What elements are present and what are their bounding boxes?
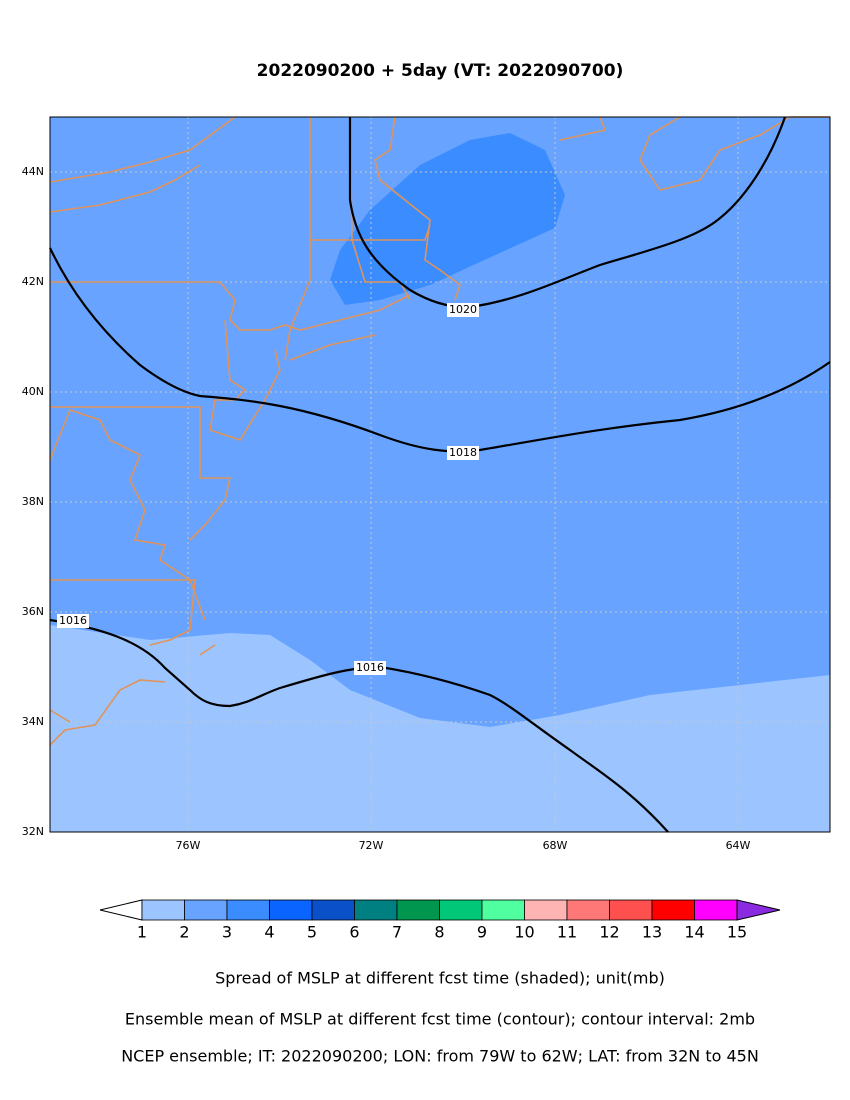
contour bbox=[49, 618, 669, 833]
map-frame bbox=[49, 116, 831, 833]
lat-label: 42N bbox=[22, 275, 44, 288]
colorbar-box bbox=[311, 899, 355, 921]
lat-label: 38N bbox=[22, 495, 44, 508]
colorbar-box bbox=[396, 899, 440, 921]
colorbar-label: 6 bbox=[349, 923, 359, 942]
title: 2022090200 + 5day (VT: 2022090700) bbox=[257, 61, 624, 81]
contours bbox=[49, 116, 831, 833]
contour-label-bg bbox=[57, 614, 89, 628]
lat-label: 32N bbox=[22, 825, 44, 838]
colorbar-label: 11 bbox=[557, 923, 577, 942]
colorbar-box bbox=[184, 899, 228, 921]
caption: NCEP ensemble; IT: 2022090200; LON: from… bbox=[121, 1047, 759, 1066]
colorbar-box bbox=[524, 899, 568, 921]
contour-label-bg bbox=[354, 661, 386, 675]
shade-1 bbox=[50, 625, 830, 832]
lat-label: 44N bbox=[22, 165, 44, 178]
contour-label-bg bbox=[447, 446, 479, 460]
colorbar-label: 5 bbox=[307, 923, 317, 942]
grid bbox=[50, 117, 830, 832]
shade-3 bbox=[330, 133, 565, 305]
colorbar-box bbox=[141, 899, 185, 921]
colorbar-label: 2 bbox=[179, 923, 189, 942]
colorbar-arrow-high bbox=[736, 899, 781, 921]
colorbar-box bbox=[354, 899, 398, 921]
caption: Spread of MSLP at different fcst time (s… bbox=[215, 969, 665, 988]
colorbar-label: 14 bbox=[684, 923, 704, 942]
contour bbox=[49, 247, 831, 453]
captions: Spread of MSLP at different fcst time (s… bbox=[121, 969, 759, 1066]
colorbar-label: 9 bbox=[477, 923, 487, 942]
colorbar-label: 8 bbox=[434, 923, 444, 942]
colorbar-box bbox=[226, 899, 270, 921]
colorbar-box bbox=[566, 899, 610, 921]
contour-label: 1018 bbox=[449, 446, 477, 459]
lon-label: 76W bbox=[176, 839, 201, 852]
colorbar-label: 12 bbox=[599, 923, 619, 942]
contour-label: 1020 bbox=[449, 303, 477, 316]
colorbar-label: 4 bbox=[264, 923, 274, 942]
colorbar-label: 3 bbox=[222, 923, 232, 942]
colorbar-box bbox=[481, 899, 525, 921]
contour bbox=[348, 116, 787, 309]
colorbar-label: 15 bbox=[727, 923, 747, 942]
lon-label: 72W bbox=[359, 839, 384, 852]
lon-label: 64W bbox=[726, 839, 751, 852]
caption: Ensemble mean of MSLP at different fcst … bbox=[125, 1010, 755, 1029]
colorbar-box bbox=[609, 899, 653, 921]
colorbar-label: 13 bbox=[642, 923, 662, 942]
colorbar-label: 1 bbox=[137, 923, 147, 942]
colorbar-label: 10 bbox=[514, 923, 534, 942]
colorbar-box bbox=[269, 899, 313, 921]
map: 1020 1018 1016 1016 44N 42N 40N 38N 36N 34N 32N 76… bbox=[22, 116, 831, 852]
lat-label: 34N bbox=[22, 715, 44, 728]
contour-label-bg bbox=[447, 303, 479, 317]
coastlines bbox=[49, 116, 830, 746]
colorbar: 1 2 3 4 5 6 7 8 9 10 11 12 13 14 15 bbox=[99, 899, 781, 942]
colorbar-box bbox=[694, 899, 738, 921]
colorbar-arrow-low bbox=[99, 899, 143, 921]
colorbar-box bbox=[439, 899, 483, 921]
lat-label: 36N bbox=[22, 605, 44, 618]
contour-label: 1016 bbox=[59, 614, 87, 627]
colorbar-box bbox=[651, 899, 695, 921]
colorbar-label: 7 bbox=[392, 923, 402, 942]
contour-label: 1016 bbox=[356, 661, 384, 674]
lon-label: 68W bbox=[543, 839, 568, 852]
lat-label: 40N bbox=[22, 385, 44, 398]
